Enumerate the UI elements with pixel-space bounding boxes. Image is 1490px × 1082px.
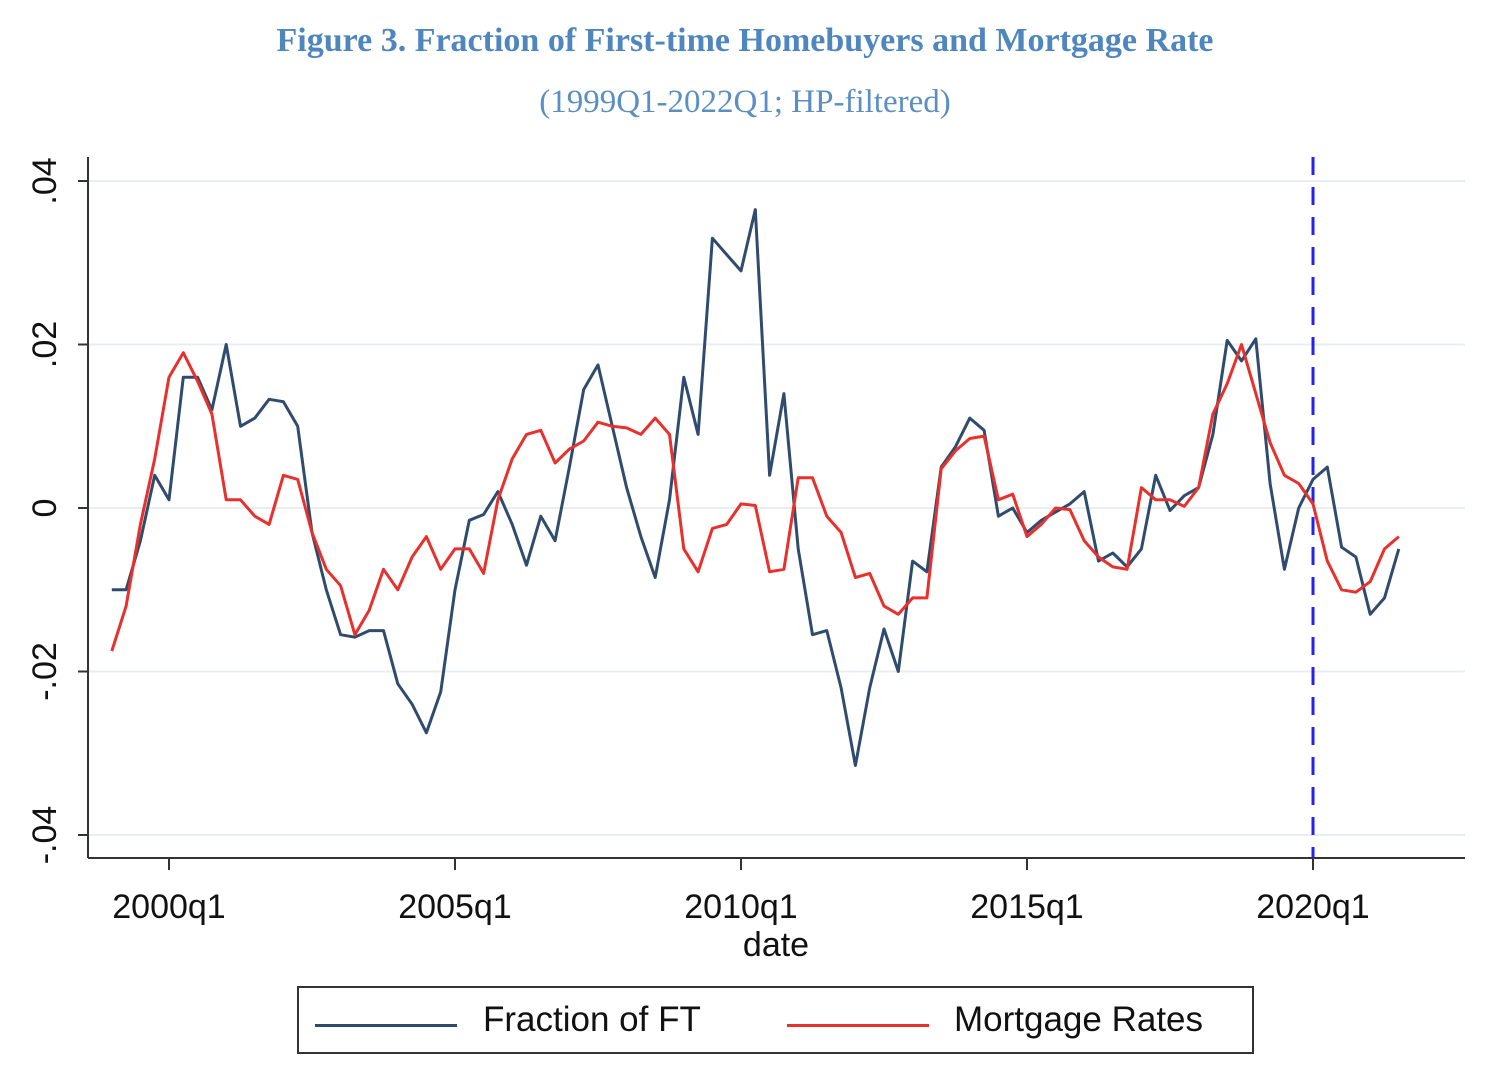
legend: Fraction of FT Mortgage Rates xyxy=(297,986,1254,1054)
chart-title: Figure 3. Fraction of First-time Homebuy… xyxy=(276,22,1214,59)
y-tick-label: -.04 xyxy=(26,806,64,865)
x-tick-label: 2010q1 xyxy=(684,888,797,926)
y-tick-label: .02 xyxy=(26,321,64,368)
legend-label-fraction-of-ft: Fraction of FT xyxy=(483,1000,701,1039)
series-line-mortgage-rates xyxy=(110,343,1400,652)
series-line-fraction-of-ft xyxy=(111,208,1401,767)
legend-swatch-fraction-of-ft xyxy=(315,1024,457,1027)
y-tick-label: 0 xyxy=(26,499,64,518)
legend-swatch-mortgage-rates xyxy=(787,1024,929,1027)
x-axis-label: date xyxy=(743,926,809,964)
x-tick-label: 2015q1 xyxy=(970,888,1083,926)
y-tick-label: .04 xyxy=(26,157,64,204)
x-tick-label: 2020q1 xyxy=(1256,888,1369,926)
x-tick-label: 2000q1 xyxy=(112,888,225,926)
chart-subtitle: (1999Q1-2022Q1; HP-filtered) xyxy=(539,84,951,120)
legend-label-mortgage-rates: Mortgage Rates xyxy=(954,1000,1204,1039)
y-tick-label: -.02 xyxy=(26,642,64,701)
x-tick-label: 2005q1 xyxy=(398,888,511,926)
